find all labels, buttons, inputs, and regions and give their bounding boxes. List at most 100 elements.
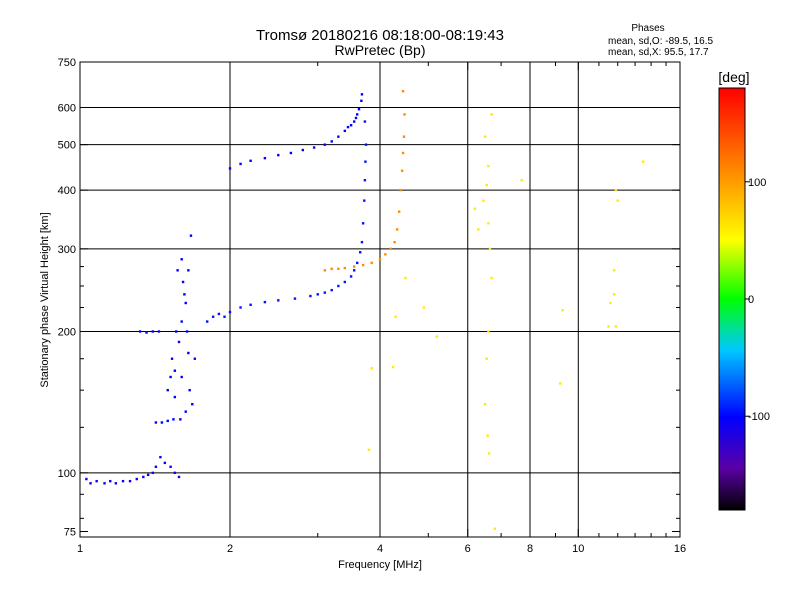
data-point: [154, 465, 158, 469]
data-point: [301, 148, 305, 152]
data-point: [173, 395, 177, 399]
data-point: [188, 388, 191, 392]
data-point: [352, 265, 356, 268]
chart-title: Tromsø 20180216 08:18:00-08:19:43: [256, 27, 504, 44]
data-point: [616, 199, 619, 202]
y-tick-label: 300: [58, 244, 76, 256]
data-point: [360, 93, 364, 96]
chart-subtitle: RwPretec (Bp): [334, 42, 425, 58]
data-point: [184, 410, 187, 413]
y-tick-label: 400: [58, 185, 76, 197]
data-point: [363, 120, 367, 123]
data-point: [85, 477, 88, 481]
data-point: [355, 261, 359, 265]
data-point: [363, 179, 367, 182]
data-point: [355, 113, 359, 116]
data-point: [128, 479, 132, 483]
data-point: [493, 527, 497, 530]
data-point: [561, 309, 564, 312]
data-point: [95, 479, 98, 483]
data-point: [364, 160, 367, 163]
data-point: [402, 135, 406, 138]
data-point: [330, 267, 333, 271]
data-point: [354, 116, 358, 120]
x-tick-label: 6: [465, 543, 471, 555]
x-axis-label: Frequency [MHz]: [338, 559, 422, 571]
x-tick-label: 16: [674, 543, 686, 555]
data-point: [151, 330, 155, 333]
data-point: [263, 300, 267, 304]
data-point: [612, 269, 616, 272]
grid-lines: [80, 62, 680, 537]
data-point: [357, 108, 361, 111]
data-point: [485, 357, 488, 360]
data-point: [488, 247, 492, 251]
data-point: [391, 365, 395, 369]
data-point: [397, 210, 401, 213]
data-point: [277, 153, 280, 157]
colorbar-ticks: 100 0 -100: [745, 177, 770, 423]
data-point: [177, 475, 181, 479]
data-point: [103, 482, 106, 485]
data-point: [490, 113, 493, 116]
data-point: [323, 291, 327, 294]
data-point: [483, 135, 487, 138]
y-tick-label: 100: [58, 468, 76, 480]
data-point: [142, 475, 145, 479]
data-point: [187, 351, 190, 355]
data-point: [277, 299, 280, 302]
data-point: [179, 418, 182, 421]
y-tick-label: 200: [58, 327, 76, 339]
data-point: [180, 375, 183, 379]
data-point: [154, 421, 158, 424]
data-point: [483, 403, 487, 406]
data-point: [145, 331, 148, 334]
data-point: [316, 293, 319, 296]
data-point: [135, 477, 138, 481]
data-point: [193, 357, 197, 360]
data-point: [151, 471, 155, 475]
y-axis-label: Stationary phase Virtual Height [km]: [39, 212, 51, 387]
data-point: [89, 482, 92, 485]
x-tick-label: 10: [572, 543, 584, 555]
data-point: [323, 143, 327, 146]
data-point: [395, 228, 399, 231]
data-point: [175, 330, 178, 333]
data-point: [176, 269, 179, 272]
data-point: [249, 159, 252, 162]
data-point: [180, 258, 183, 261]
data-point: [157, 330, 161, 333]
data-point: [404, 276, 407, 280]
data-point: [487, 222, 490, 225]
data-point: [337, 284, 340, 288]
x-tick-label: 4: [377, 543, 383, 555]
data-point: [612, 293, 616, 296]
axis-ticks: 1 2 4 6 8 10 16 75 100 200 300 400 500 600 750: [58, 57, 686, 555]
data-point: [394, 315, 397, 318]
data-points: [85, 89, 645, 530]
data-point: [614, 325, 618, 328]
data-point: [187, 269, 190, 272]
data-point: [170, 357, 174, 360]
data-point: [486, 434, 489, 437]
x-tick-label: 2: [227, 543, 233, 555]
data-point: [166, 419, 169, 423]
data-point: [370, 367, 373, 370]
data-point: [312, 146, 316, 149]
data-point: [349, 275, 353, 278]
data-point: [520, 179, 523, 182]
data-point: [343, 266, 347, 270]
data-point: [361, 263, 365, 267]
data-point: [163, 461, 167, 465]
data-point: [378, 258, 382, 261]
x-tick-label: 1: [77, 543, 83, 555]
data-point: [185, 330, 189, 333]
data-point: [289, 151, 293, 155]
data-point: [330, 288, 333, 292]
colorbar-tick-label: 100: [748, 177, 766, 189]
data-point: [607, 325, 610, 328]
colorbar: [718, 87, 746, 511]
colorbar-tick-label: 0: [748, 294, 754, 306]
data-point: [184, 301, 187, 305]
